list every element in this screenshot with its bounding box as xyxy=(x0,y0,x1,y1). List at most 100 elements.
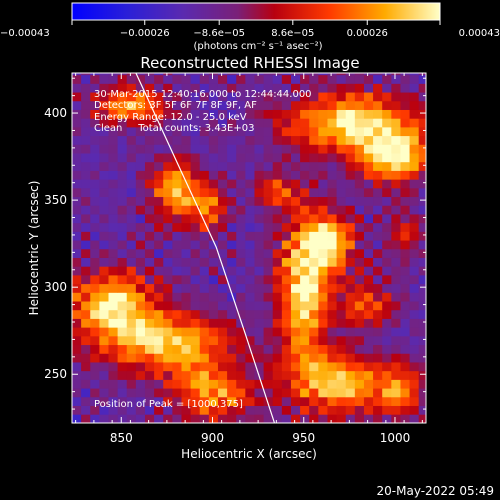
heatmap-cell xyxy=(391,187,401,198)
heatmap-cell xyxy=(208,353,219,363)
heatmap-cell xyxy=(281,135,292,145)
heatmap-cell xyxy=(90,248,100,258)
heatmap-cell xyxy=(263,179,274,189)
heatmap-cell xyxy=(373,118,383,128)
heatmap-cell xyxy=(254,74,264,84)
heatmap-cell xyxy=(117,205,128,215)
y-tick-label: 400 xyxy=(44,106,67,120)
heatmap-cell xyxy=(318,327,328,337)
heatmap-cell xyxy=(190,240,201,250)
heatmap-cell xyxy=(144,396,155,406)
heatmap-cell xyxy=(217,109,228,119)
heatmap-cell xyxy=(336,353,347,363)
heatmap-cell xyxy=(236,379,246,389)
heatmap-cell xyxy=(108,83,119,93)
heatmap-cell xyxy=(391,222,401,232)
colorbar-tick-label: 8.6e−05 xyxy=(271,28,314,39)
heatmap-cell xyxy=(72,135,82,145)
heatmap-cell xyxy=(327,74,337,84)
heatmap-cell xyxy=(190,344,201,354)
heatmap-cell xyxy=(290,187,301,198)
heatmap-cell xyxy=(418,126,426,137)
heatmap-cell xyxy=(354,379,365,389)
heatmap-cell xyxy=(409,327,420,337)
heatmap-cell xyxy=(172,388,182,398)
heatmap-cell xyxy=(391,362,401,372)
heatmap-cell xyxy=(290,214,301,224)
heatmap-cell xyxy=(418,292,426,302)
heatmap-cell xyxy=(363,222,374,232)
heatmap-cell xyxy=(327,327,337,337)
heatmap-cell xyxy=(300,370,310,380)
heatmap-cell xyxy=(382,414,392,423)
heatmap-cell xyxy=(199,187,210,198)
heatmap-cell xyxy=(217,318,228,328)
heatmap-cell xyxy=(272,179,283,189)
heatmap-cell xyxy=(254,240,264,250)
heatmap-cell xyxy=(236,196,246,206)
heatmap-cell xyxy=(163,153,173,163)
heatmap-cell xyxy=(135,274,146,285)
heatmap-cell xyxy=(290,309,301,319)
heatmap-cell xyxy=(400,318,410,328)
heatmap-cell xyxy=(181,335,192,346)
heatmap-cell xyxy=(199,396,210,406)
heatmap-cell xyxy=(400,327,410,337)
heatmap-cell xyxy=(163,327,173,337)
heatmap-cell xyxy=(309,266,319,276)
heatmap-cell xyxy=(172,396,182,406)
heatmap-cell xyxy=(72,118,82,128)
heatmap-cell xyxy=(236,170,246,180)
heatmap-cell xyxy=(336,231,347,241)
heatmap-cell xyxy=(254,170,264,180)
heatmap-cell xyxy=(72,266,82,276)
heatmap-cell xyxy=(108,301,119,311)
heatmap-cell xyxy=(199,179,210,189)
heatmap-cell xyxy=(263,266,274,276)
heatmap-cell xyxy=(172,309,182,319)
heatmap-cell xyxy=(227,161,237,171)
heatmap-cell xyxy=(336,196,347,206)
heatmap-cell xyxy=(272,153,283,163)
heatmap-cell xyxy=(181,144,192,154)
heatmap-cell xyxy=(418,318,426,328)
heatmap-cell xyxy=(409,318,420,328)
heatmap-cell xyxy=(135,344,146,354)
heatmap-cell xyxy=(281,83,292,93)
heatmap-cell xyxy=(281,187,292,198)
heatmap-cell xyxy=(172,292,182,302)
heatmap-cell xyxy=(254,196,264,206)
heatmap-cell xyxy=(354,274,365,285)
heatmap-cell xyxy=(99,353,109,363)
heatmap-cell xyxy=(409,335,420,346)
heatmap-cell xyxy=(154,170,164,180)
heatmap-cell xyxy=(418,301,426,311)
heatmap-cell xyxy=(418,405,426,415)
heatmap-cell xyxy=(281,309,292,319)
heatmap-cell xyxy=(391,161,401,171)
heatmap-cell xyxy=(163,388,173,398)
heatmap-cell xyxy=(72,335,82,346)
heatmap-cell xyxy=(418,370,426,380)
heatmap-cell xyxy=(154,231,164,241)
heatmap-cell xyxy=(354,240,365,250)
heatmap-cell xyxy=(354,335,365,346)
heatmap-cell xyxy=(409,222,420,232)
heatmap-cell xyxy=(409,100,420,110)
heatmap-cell xyxy=(327,126,337,137)
heatmap-cell xyxy=(345,379,356,389)
heatmap-cell xyxy=(72,126,82,137)
heatmap-cell xyxy=(391,205,401,215)
heatmap-cell xyxy=(236,187,246,198)
heatmap-cell xyxy=(227,153,237,163)
heatmap-cell xyxy=(154,179,164,189)
heatmap-cell xyxy=(382,309,392,319)
heatmap-cell xyxy=(391,327,401,337)
heatmap-cell xyxy=(281,379,292,389)
heatmap-cell xyxy=(263,292,274,302)
heatmap-cell xyxy=(391,135,401,145)
heatmap-cell xyxy=(263,405,274,415)
heatmap-cell xyxy=(144,362,155,372)
heatmap-cell xyxy=(126,266,137,276)
heatmap-cell xyxy=(90,283,100,293)
